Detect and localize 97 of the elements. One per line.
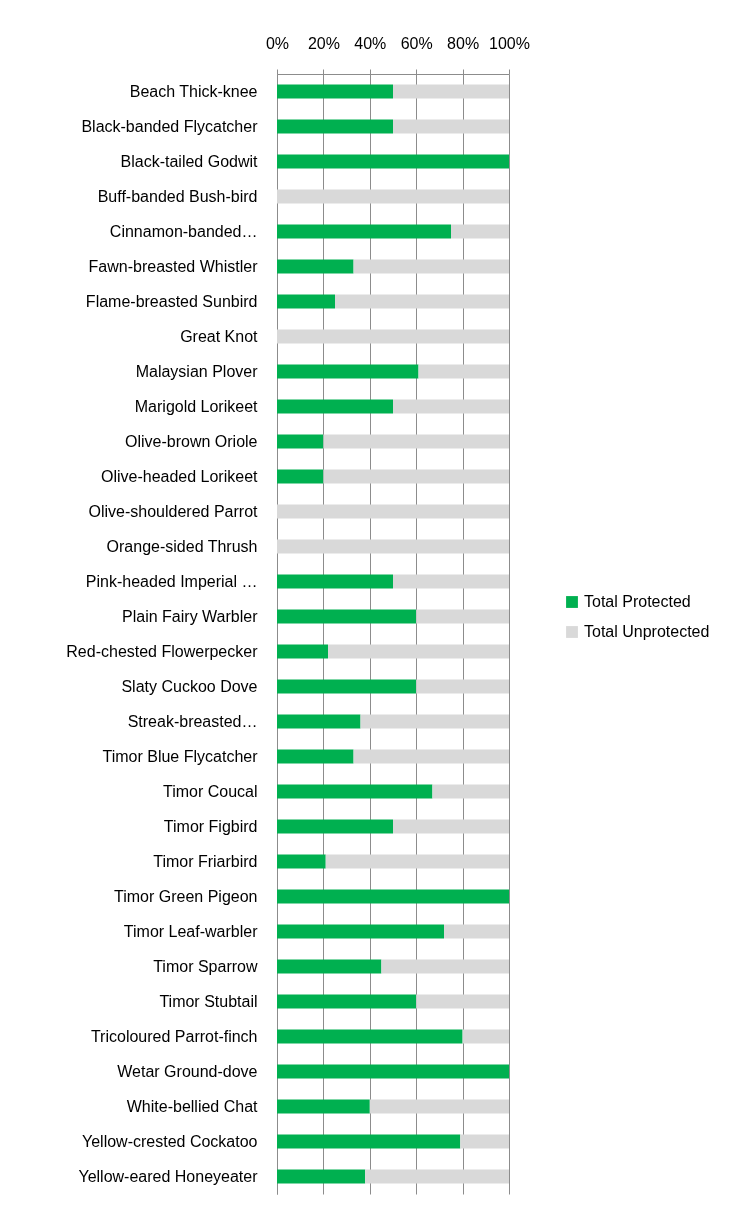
y-tick-label: Black-banded Flycatcher: [81, 117, 259, 135]
bar: [277, 854, 326, 869]
bar: [277, 714, 361, 729]
x-tick-label: 80%: [447, 34, 480, 52]
y-tick-label: Olive-headed Lorikeet: [100, 467, 259, 485]
y-tick-label: Pink-headed Imperial …: [85, 572, 258, 590]
bar: [323, 434, 509, 449]
bar: [444, 924, 509, 939]
y-tick-label: Buff-banded Bush-bird: [97, 187, 258, 205]
y-tick-label: Orange-sided Thrush: [106, 537, 258, 555]
y-tick-label: Tricoloured Parrot-finch: [90, 1027, 258, 1045]
bar: [328, 644, 509, 659]
x-tick-label: 100%: [489, 34, 530, 52]
bar: [360, 714, 509, 729]
bar: [460, 1134, 509, 1149]
x-tick-label: 60%: [400, 34, 433, 52]
bar: [277, 924, 445, 939]
bar: [277, 294, 335, 309]
bar: [277, 434, 324, 449]
bar: [277, 994, 417, 1009]
y-tick-label: Great Knot: [180, 327, 259, 345]
y-tick-label: Timor Figbird: [163, 817, 258, 835]
bar: [353, 259, 509, 274]
bar: [335, 294, 509, 309]
bar: [462, 1029, 509, 1044]
y-tick-label: White-bellied Chat: [126, 1097, 259, 1115]
bar: [277, 469, 324, 484]
x-tick-label: 40%: [354, 34, 387, 52]
bar: [277, 399, 393, 414]
y-tick-label: Yellow-eared Honeyeater: [78, 1167, 259, 1185]
bar: [393, 119, 509, 134]
bar: [277, 819, 393, 834]
y-tick-label: Timor Leaf-warbler: [123, 922, 259, 940]
bar: [277, 189, 509, 204]
legend-label: Total Unprotected: [584, 623, 710, 640]
bar: [451, 224, 509, 239]
bar: [416, 994, 509, 1009]
y-tick-label: Fawn-breasted Whistler: [88, 257, 259, 275]
bar: [277, 1064, 509, 1079]
bar: [277, 609, 417, 624]
bar: [277, 679, 417, 694]
bar: [277, 1029, 463, 1044]
bar: [323, 469, 509, 484]
bar: [381, 959, 509, 974]
bar: [418, 364, 509, 379]
y-tick-label: Timor Sparrow: [153, 957, 258, 975]
y-tick-label: Timor Stubtail: [159, 992, 258, 1010]
bar: [325, 854, 509, 869]
bar: [277, 1099, 370, 1114]
bar: [432, 784, 509, 799]
bar: [416, 609, 509, 624]
bar: [277, 1134, 461, 1149]
bar: [277, 364, 419, 379]
bar: [277, 504, 509, 519]
legend-label: Total Protected: [584, 593, 691, 610]
bar: [277, 959, 382, 974]
y-tick-label: Black-tailed Godwit: [120, 152, 259, 170]
bar: [277, 749, 354, 764]
bar: [277, 889, 509, 904]
bar: [277, 539, 509, 554]
y-tick-label: Malaysian Plover: [135, 362, 259, 380]
bar: [277, 574, 393, 589]
bar: [277, 84, 393, 99]
x-tick-label: 20%: [307, 34, 340, 52]
y-tick-label: Timor Green Pigeon: [114, 887, 258, 905]
y-tick-label: Olive-brown Oriole: [125, 432, 258, 450]
y-tick-label: Wetar Ground-dove: [117, 1062, 258, 1080]
bar: [277, 329, 509, 344]
bar: [277, 784, 433, 799]
bar: [277, 154, 509, 169]
bar: [277, 644, 329, 659]
bar: [277, 119, 393, 134]
bar: [277, 259, 354, 274]
y-tick-label: Timor Coucal: [162, 782, 258, 800]
y-tick-label: Marigold Lorikeet: [134, 397, 259, 415]
bar: [393, 399, 509, 414]
bar: [393, 84, 509, 99]
y-tick-label: Beach Thick-knee: [129, 82, 258, 100]
x-tick-label: 0%: [265, 34, 290, 52]
y-tick-label: Slaty Cuckoo Dove: [121, 677, 258, 695]
bar: [353, 749, 509, 764]
bar: [369, 1099, 509, 1114]
y-tick-label: Timor Friarbird: [153, 852, 258, 870]
bar: [393, 574, 509, 589]
y-tick-label: Plain Fairy Warbler: [122, 607, 259, 625]
bar: [393, 819, 509, 834]
y-tick-label: Timor Blue Flycatcher: [102, 747, 259, 765]
bar: [365, 1169, 509, 1184]
y-tick-label: Red-chested Flowerpecker: [66, 642, 259, 660]
bar: [416, 679, 509, 694]
bar: [277, 1169, 366, 1184]
y-tick-label: Cinnamon-banded…: [109, 222, 258, 240]
y-tick-label: Yellow-crested Cockatoo: [82, 1132, 258, 1150]
y-tick-label: Flame-breasted Sunbird: [85, 292, 258, 310]
bar: [277, 224, 451, 239]
y-tick-label: Olive-shouldered Parrot: [88, 502, 259, 520]
y-tick-label: Streak-breasted…: [127, 712, 258, 730]
